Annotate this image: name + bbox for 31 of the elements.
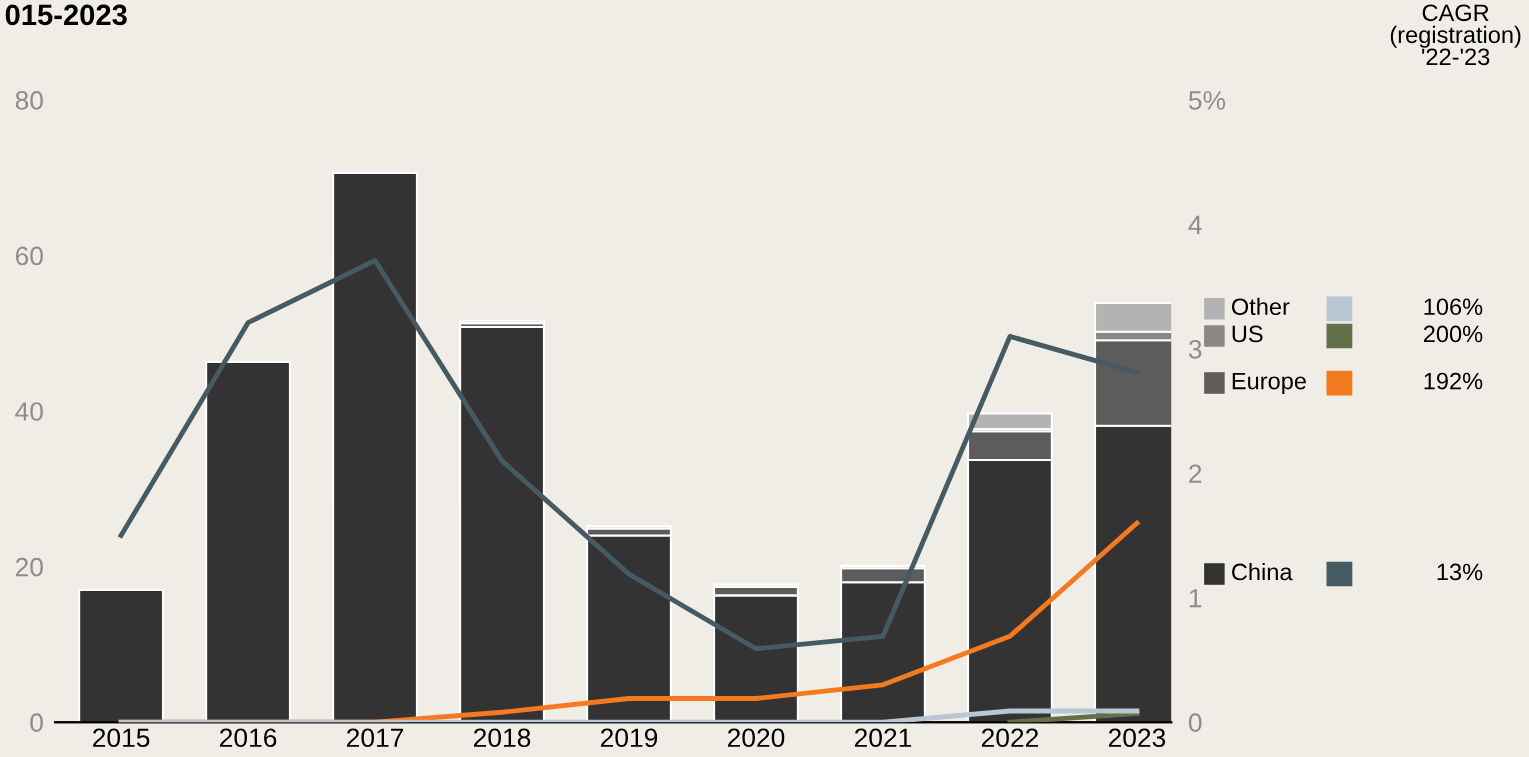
x-tick-label: 2023 bbox=[1108, 728, 1166, 748]
legend-label: Europe bbox=[1232, 372, 1306, 395]
legend-title: CAGR (registration) '22-'23 bbox=[1390, 4, 1521, 66]
y2-tick-label: 3 bbox=[1188, 339, 1202, 359]
y2-tick-label: 5% bbox=[1188, 91, 1226, 110]
y2-tick-label: 0 bbox=[1188, 713, 1202, 732]
y-tick-label: 60 bbox=[15, 246, 43, 266]
x-tick-label: 2018 bbox=[474, 728, 531, 748]
y2-tick-label: 1 bbox=[1189, 589, 1202, 608]
x-tick-label: 2017 bbox=[347, 728, 404, 748]
text: 192% bbox=[1424, 372, 1483, 390]
legend-label: China bbox=[1232, 563, 1293, 581]
x-tick-label: 2021 bbox=[854, 728, 912, 748]
legend-label: US bbox=[1232, 325, 1263, 343]
text: 106% bbox=[1424, 298, 1483, 316]
y-tick-label: 40 bbox=[15, 402, 43, 421]
chart-title: 015-2023 bbox=[5, 4, 127, 26]
y-tick-label: 0 bbox=[30, 713, 43, 732]
y-tick-label: 80 bbox=[15, 91, 43, 110]
y2-tick-label: 2 bbox=[1189, 464, 1202, 483]
y2-tick-label: 4 bbox=[1188, 215, 1202, 234]
x-tick-label: 2016 bbox=[220, 728, 277, 748]
x-tick-label: 2022 bbox=[981, 728, 1038, 748]
x-tick-label: 2020 bbox=[727, 728, 785, 748]
legend-label: Other bbox=[1231, 297, 1290, 316]
x-tick-label: 2015 bbox=[93, 728, 150, 748]
x-tick-label: 2019 bbox=[600, 728, 658, 748]
text: 200% bbox=[1423, 325, 1483, 343]
text: 13% bbox=[1437, 563, 1483, 581]
line-series bbox=[118, 258, 1140, 652]
y-tick-label: 20 bbox=[15, 557, 43, 577]
